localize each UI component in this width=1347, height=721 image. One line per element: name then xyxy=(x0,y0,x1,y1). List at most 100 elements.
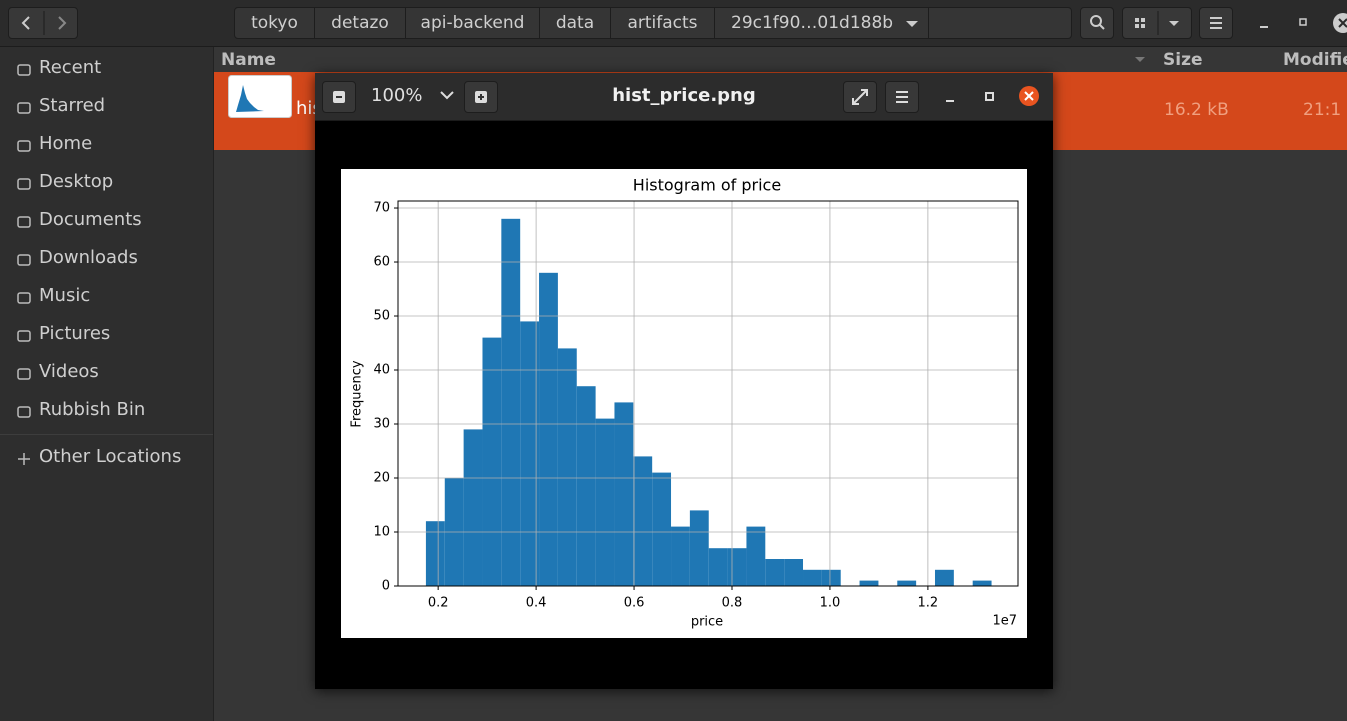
x-tick-label: 0.4 xyxy=(526,596,547,611)
icon-shape xyxy=(17,178,31,190)
sidebar-item[interactable]: Downloads xyxy=(39,247,138,268)
sidebar-item[interactable]: Other Locations xyxy=(39,446,182,467)
place-icon xyxy=(17,406,31,418)
column-header[interactable]: Name xyxy=(221,50,276,70)
path-segment[interactable]: data xyxy=(540,8,611,38)
place-icon xyxy=(17,102,31,114)
bar xyxy=(501,218,521,586)
zoom-dropdown[interactable] xyxy=(439,89,455,101)
bar xyxy=(859,580,879,586)
viewer-menu-button[interactable] xyxy=(885,81,919,113)
path-segment-text[interactable]: 29c1f90…01d188b xyxy=(731,13,894,33)
zoom-level[interactable]: 100% xyxy=(371,85,423,106)
y-tick-label: 50 xyxy=(373,309,390,324)
sidebar: Recent Starred Home Desktop Documents Downloa… xyxy=(0,47,214,721)
y-tick-label: 60 xyxy=(373,255,390,270)
place-icon xyxy=(17,254,31,266)
path-segment[interactable]: tokyo xyxy=(235,8,315,38)
sidebar-item[interactable]: Starred xyxy=(39,95,106,116)
bar xyxy=(746,526,766,586)
file-modified: 21:1 xyxy=(1303,100,1342,120)
dropdown-icon xyxy=(906,21,918,27)
search-button[interactable] xyxy=(1080,7,1114,39)
place-icon xyxy=(17,216,31,228)
nav-icons xyxy=(21,11,67,35)
place-icon xyxy=(17,330,31,342)
bar xyxy=(803,569,822,586)
zoom-out-button[interactable] xyxy=(322,81,356,113)
path-segment[interactable]: artifacts xyxy=(611,8,715,38)
y-tick-label: 10 xyxy=(373,525,390,540)
zoom-out-icon xyxy=(333,91,345,103)
chart-title: Histogram of price xyxy=(633,176,781,195)
sort-icon xyxy=(1135,57,1145,62)
sidebar-item[interactable]: Documents xyxy=(39,209,142,230)
bar xyxy=(576,386,596,586)
icon-shape xyxy=(17,368,31,380)
zoom-in-icon xyxy=(475,91,487,103)
path-segment[interactable]: api-backend xyxy=(406,8,540,38)
column-header[interactable]: Size xyxy=(1163,50,1203,70)
icon-shape xyxy=(17,406,31,418)
header-bar: tokyo detazo api-backend data artifacts … xyxy=(0,0,1347,47)
bar xyxy=(482,337,502,586)
y-tick-label: 40 xyxy=(373,363,390,378)
menu-icon xyxy=(1210,17,1222,29)
bar xyxy=(539,272,558,586)
sidebar-item[interactable]: Desktop xyxy=(39,171,114,192)
bar xyxy=(972,580,992,586)
path-segment[interactable]: detazo xyxy=(315,8,406,38)
separator xyxy=(0,434,213,435)
viewer-title: hist_price.png xyxy=(612,85,756,106)
place-icon xyxy=(17,292,31,304)
fullscreen-button[interactable] xyxy=(843,81,877,113)
y-tick-label: 20 xyxy=(373,471,390,486)
path-segment-current[interactable]: 29c1f90…01d188b xyxy=(715,8,929,38)
viewer-window-controls[interactable] xyxy=(940,85,1045,109)
window-controls[interactable] xyxy=(1250,10,1347,36)
menu-button[interactable] xyxy=(1199,7,1233,39)
y-axis-label: Frequency xyxy=(350,360,365,427)
icon-shape xyxy=(17,64,31,76)
bar xyxy=(633,456,653,586)
x-tick-label: 0.6 xyxy=(624,596,645,611)
sidebar-item[interactable]: Videos xyxy=(39,361,99,382)
plus-icon xyxy=(18,453,30,465)
place-icon xyxy=(17,140,31,152)
view-button[interactable] xyxy=(1122,7,1192,39)
place-icon xyxy=(17,178,31,190)
search-icon xyxy=(1090,15,1105,30)
fullscreen-icon xyxy=(852,89,868,105)
place-icon xyxy=(17,368,31,380)
bar xyxy=(689,510,709,586)
bar xyxy=(463,429,483,586)
plot-frame xyxy=(397,200,1019,587)
path-bar[interactable]: tokyo detazo api-backend data artifacts … xyxy=(234,7,1072,39)
bar xyxy=(708,548,728,586)
place-icon xyxy=(17,64,31,76)
bar xyxy=(614,402,634,586)
icon-shape xyxy=(17,102,31,114)
x-tick-label: 0.8 xyxy=(722,596,743,611)
image-viewer: 100% hist_price.png Histogram of price p… xyxy=(315,73,1053,689)
column-header[interactable]: Modifie xyxy=(1283,50,1347,70)
sidebar-item[interactable]: Pictures xyxy=(39,323,111,344)
thumbnail xyxy=(228,75,292,118)
icon-shape xyxy=(17,292,31,304)
x-tick-label: 1.0 xyxy=(820,596,841,611)
x-tick-label: 0.2 xyxy=(428,596,449,611)
axis-offset-label: 1e7 xyxy=(992,614,1017,629)
icon-shape xyxy=(17,254,31,266)
icon-shape xyxy=(17,330,31,342)
zoom-in-button[interactable] xyxy=(464,81,498,113)
sidebar-item[interactable]: Music xyxy=(39,285,91,306)
sidebar-item[interactable]: Recent xyxy=(39,57,102,78)
y-tick-label: 70 xyxy=(373,201,390,216)
sidebar-item[interactable]: Rubbish Bin xyxy=(39,399,146,420)
bar xyxy=(520,321,540,586)
sidebar-item[interactable]: Home xyxy=(39,133,93,154)
history-buttons xyxy=(8,7,78,39)
viewer-header: 100% hist_price.png xyxy=(315,73,1053,121)
bar xyxy=(595,418,615,586)
